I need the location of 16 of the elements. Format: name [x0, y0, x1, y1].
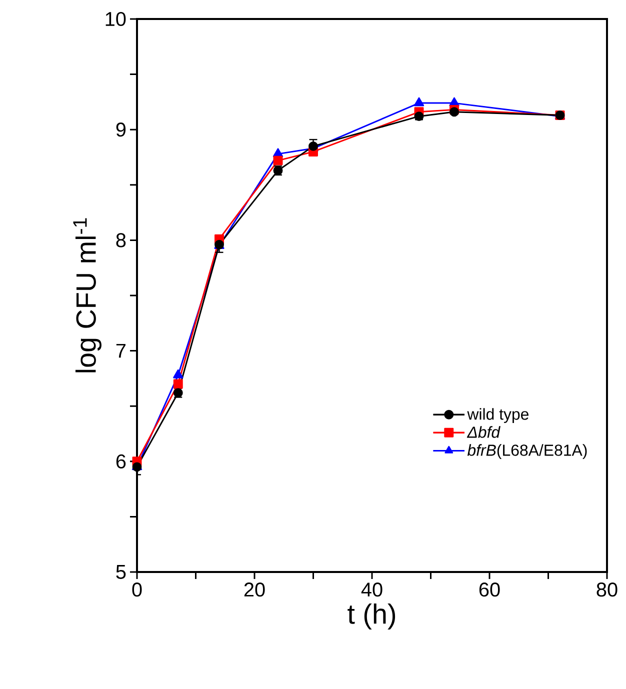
legend-label: wild type [467, 408, 528, 423]
x-tick-label: 40 [361, 582, 382, 597]
y-tick-label: 6 [116, 454, 126, 468]
x-axis-title: t (h) [348, 603, 396, 630]
y-tick-label: 5 [116, 565, 126, 579]
y-axis-title: log CFU ml$^{-1}$ [73, 218, 102, 372]
x-tick-label: 80 [596, 582, 618, 597]
y-tick-label: 10 [106, 12, 126, 26]
y-tick-label: 7 [116, 344, 126, 358]
legend-label: bfrB(L68A/E81A) [467, 444, 587, 460]
y-tick-label: 8 [116, 233, 126, 248]
legend-label: Δbfd [466, 426, 500, 438]
x-tick-label: 0 [132, 582, 142, 597]
y-tick-label: 9 [116, 122, 126, 137]
x-tick-label: 20 [244, 582, 265, 597]
x-tick-label: 60 [479, 582, 500, 597]
